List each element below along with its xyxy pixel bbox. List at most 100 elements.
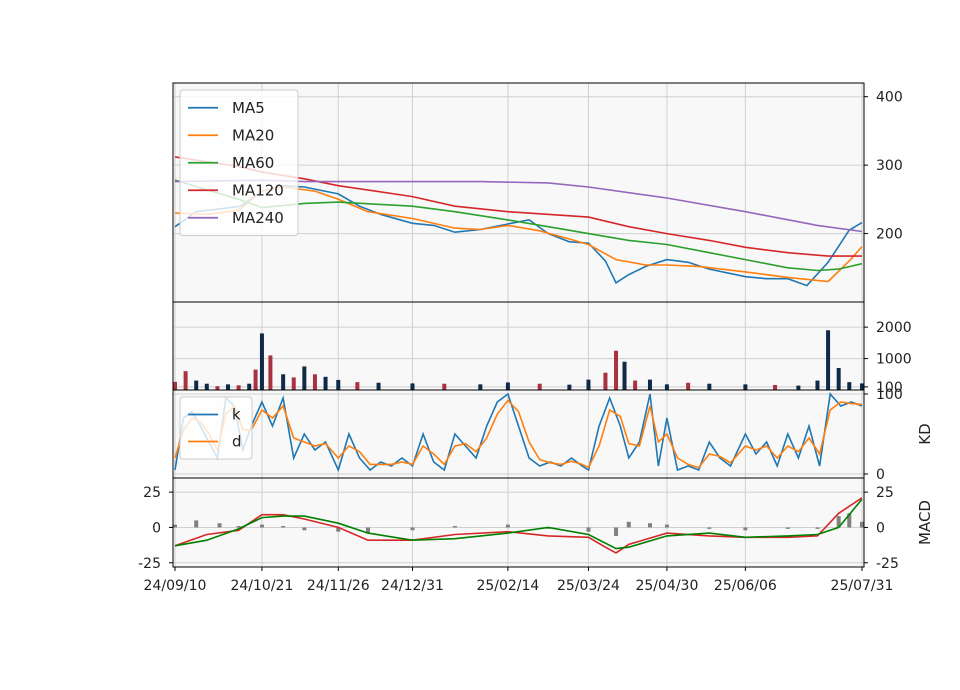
volume-bar bbox=[633, 380, 638, 390]
macd-histogram-bar bbox=[452, 526, 457, 528]
legend-label: MA5 bbox=[232, 99, 265, 117]
macd-histogram-bar bbox=[707, 527, 712, 529]
legend-label: MA120 bbox=[232, 181, 284, 199]
volume-bar bbox=[664, 384, 669, 390]
macd-histogram-bar bbox=[217, 523, 222, 528]
macd-axis-label: MACD bbox=[916, 500, 934, 545]
macd-panel-bg bbox=[173, 478, 864, 567]
volume-bar bbox=[183, 371, 188, 390]
volume-bar bbox=[236, 385, 241, 390]
macd-histogram-bar bbox=[194, 520, 199, 528]
macd-histogram-bar bbox=[614, 527, 619, 536]
y-tick-label-left: 0 bbox=[152, 520, 161, 536]
volume-bar bbox=[410, 383, 415, 390]
x-tick-label: 24/12/31 bbox=[381, 578, 444, 594]
macd-histogram-bar bbox=[847, 513, 852, 528]
volume-bar bbox=[622, 361, 627, 390]
volume-bar bbox=[302, 366, 307, 390]
macd-histogram-bar bbox=[815, 527, 820, 529]
legend-label: k bbox=[232, 406, 241, 424]
macd-histogram-bar bbox=[281, 526, 286, 528]
volume-bar bbox=[226, 384, 231, 390]
volume-bar bbox=[743, 384, 748, 390]
macd-histogram-bar bbox=[785, 527, 790, 529]
kd-legend-box bbox=[179, 396, 253, 460]
volume-bar bbox=[204, 383, 209, 390]
volume-bar bbox=[376, 382, 381, 390]
y-tick-label: 25 bbox=[876, 485, 894, 501]
volume-bar bbox=[603, 372, 608, 390]
volume-bar bbox=[826, 330, 831, 390]
volume-bar bbox=[173, 381, 177, 390]
kd-axis-label: KD bbox=[916, 423, 934, 444]
macd-histogram-bar bbox=[586, 527, 591, 532]
y-tick-label: 100 bbox=[876, 387, 903, 403]
legend-label: d bbox=[232, 433, 242, 451]
grid-lines bbox=[173, 83, 864, 567]
volume-bar bbox=[686, 382, 691, 390]
macd-histogram-bar bbox=[365, 527, 370, 534]
legend-label: MA240 bbox=[232, 209, 284, 227]
price-legend-box bbox=[179, 89, 299, 236]
macd-histogram-bar bbox=[743, 527, 748, 531]
volume-bar bbox=[312, 374, 317, 390]
volume-bar bbox=[860, 383, 864, 390]
macd-histogram-bar bbox=[860, 521, 864, 528]
macd-histogram-bar bbox=[647, 523, 652, 528]
y-tick-label: 200 bbox=[876, 227, 903, 243]
axis-layer: 24/09/10 24/10/21 24/11/26 24/12/31 25/02/14… bbox=[138, 90, 934, 594]
volume-bar bbox=[537, 383, 542, 390]
volume-bar bbox=[707, 383, 712, 390]
legend-layer: MA5 MA20 MA60 MA120 MA240 kd bbox=[179, 89, 299, 460]
volume-bar bbox=[796, 385, 801, 390]
macd-histogram-bar bbox=[664, 524, 669, 528]
macd-panel-frame bbox=[172, 477, 865, 568]
volume-bar bbox=[773, 384, 778, 390]
volume-bar bbox=[836, 368, 841, 390]
volume-bar bbox=[215, 386, 220, 390]
volume-bar bbox=[291, 377, 296, 390]
volume-bar bbox=[323, 376, 328, 390]
macd-histogram-bar bbox=[259, 524, 264, 528]
macd-histogram-bar bbox=[173, 524, 177, 528]
x-tick-label: 25/06/06 bbox=[714, 578, 777, 594]
volume-bar bbox=[268, 355, 273, 390]
x-tick-label: 25/04/30 bbox=[635, 578, 698, 594]
x-tick-label: 24/09/10 bbox=[144, 578, 207, 594]
y-tick-label: 300 bbox=[876, 158, 903, 174]
macd-histogram-bar bbox=[410, 527, 415, 531]
volume-bar bbox=[847, 382, 852, 390]
volume-bar bbox=[815, 380, 820, 390]
volume-bar bbox=[505, 382, 510, 390]
y-tick-label-left: 25 bbox=[143, 485, 161, 501]
macd-histogram-bar bbox=[302, 527, 307, 531]
series-k bbox=[174, 392, 863, 473]
y-tick-label: 0 bbox=[876, 520, 885, 536]
volume-bar bbox=[247, 383, 252, 390]
legend-label: MA60 bbox=[232, 154, 274, 172]
volume-panel-bg bbox=[173, 302, 864, 390]
volume-bar bbox=[194, 380, 199, 390]
volume-bar bbox=[567, 384, 572, 390]
volume-bar bbox=[586, 379, 591, 390]
y-tick-label: -25 bbox=[876, 556, 899, 572]
y-tick-label: 0 bbox=[876, 467, 885, 483]
volume-bar bbox=[355, 382, 360, 390]
x-tick-label: 25/03/24 bbox=[557, 578, 620, 594]
y-tick-label: 2000 bbox=[876, 320, 912, 336]
volume-bar bbox=[647, 379, 652, 390]
x-tick-label: 25/02/14 bbox=[476, 578, 539, 594]
macd-histogram-bar bbox=[626, 521, 631, 528]
x-tick-label: 24/10/21 bbox=[230, 578, 293, 594]
volume-bar bbox=[614, 350, 619, 390]
y-tick-label-left: -25 bbox=[138, 556, 161, 572]
macd-histogram-bar bbox=[505, 524, 510, 528]
series-d bbox=[174, 399, 863, 469]
y-tick-label: 100 bbox=[876, 380, 903, 396]
macd-histogram-bar bbox=[336, 527, 341, 532]
volume-bar bbox=[442, 383, 447, 390]
series-signal_line bbox=[174, 498, 863, 550]
kd-panel-bg bbox=[173, 390, 864, 478]
volume-bar bbox=[478, 384, 483, 390]
